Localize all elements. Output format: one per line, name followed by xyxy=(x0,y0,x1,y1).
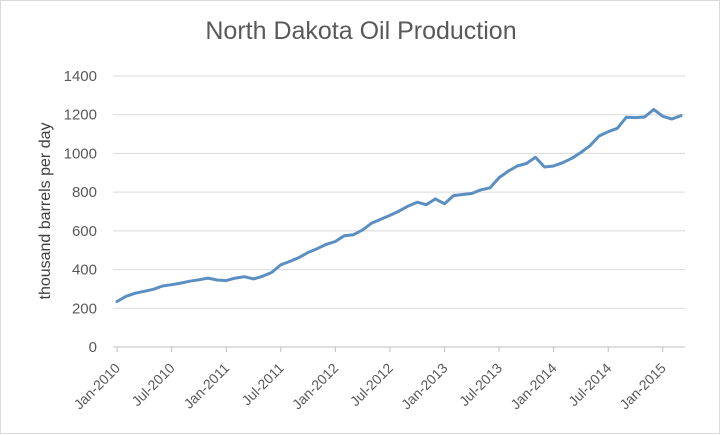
data-point xyxy=(425,203,428,206)
data-point xyxy=(170,283,173,286)
data-point xyxy=(279,263,282,267)
data-point xyxy=(579,151,583,154)
y-tick-label: 800 xyxy=(72,184,97,201)
data-point xyxy=(525,162,528,165)
data-point xyxy=(534,156,537,159)
data-point xyxy=(652,108,655,111)
data-point xyxy=(361,228,364,232)
data-point xyxy=(406,204,410,208)
data-point xyxy=(643,115,646,119)
data-point xyxy=(634,116,637,119)
data-point xyxy=(379,218,383,221)
y-tick-label: 600 xyxy=(72,223,97,240)
y-tick-label: 1200 xyxy=(64,107,97,124)
grid-lines xyxy=(113,75,685,348)
data-point xyxy=(133,291,137,295)
x-tick-label: Jan-2014 xyxy=(507,360,560,413)
x-tick-label: Jul-2012 xyxy=(347,360,396,409)
data-point xyxy=(616,127,619,130)
data-point xyxy=(588,144,592,147)
data-point xyxy=(661,115,665,118)
y-tick-label: 200 xyxy=(72,300,97,317)
chart-title: North Dakota Oil Production xyxy=(205,17,517,45)
data-point xyxy=(270,271,273,274)
data-point xyxy=(397,209,401,213)
data-point xyxy=(470,192,473,195)
data-point xyxy=(388,214,392,217)
y-axis-label: thousand barrels per day xyxy=(37,123,54,300)
data-point xyxy=(343,234,346,237)
data-point xyxy=(352,233,355,236)
data-point xyxy=(607,130,610,133)
data-point xyxy=(124,295,128,298)
y-tick-labels: 0 200 400 600 800 1000 1200 1400 xyxy=(64,68,97,356)
data-point xyxy=(552,164,555,168)
data-point xyxy=(679,114,683,117)
data-point xyxy=(261,275,264,278)
y-tick-label: 400 xyxy=(72,262,97,279)
data-point xyxy=(443,202,446,205)
data-point xyxy=(479,188,483,192)
data-point xyxy=(415,201,419,204)
data-point xyxy=(234,276,237,280)
x-tick-label: Jul-2014 xyxy=(565,360,614,409)
x-tick-label: Jan-2012 xyxy=(289,360,342,413)
data-point xyxy=(179,281,182,285)
data-point xyxy=(306,251,310,254)
x-tick-label: Jan-2015 xyxy=(616,360,669,413)
x-tick-label: Jan-2011 xyxy=(180,360,232,412)
data-point xyxy=(206,276,210,280)
data-point xyxy=(224,279,228,282)
x-tick-label: Jan-2010 xyxy=(71,360,124,413)
series-line xyxy=(115,108,683,303)
data-point xyxy=(670,117,674,121)
data-point xyxy=(497,176,501,179)
data-point xyxy=(197,278,201,282)
y-tick-label: 0 xyxy=(89,339,97,356)
x-tick-label: Jan-2013 xyxy=(398,360,451,413)
data-point xyxy=(370,221,373,225)
data-point xyxy=(543,165,546,169)
data-point xyxy=(252,277,255,281)
x-tick-label: Jul-2010 xyxy=(128,360,177,409)
data-point xyxy=(506,170,510,173)
data-point xyxy=(570,157,574,160)
data-point xyxy=(243,275,246,278)
data-point xyxy=(315,247,319,250)
data-point xyxy=(188,279,191,283)
data-point xyxy=(561,161,564,164)
y-tick-label: 1000 xyxy=(64,145,97,162)
data-point xyxy=(143,290,146,293)
x-tick-labels: Jan-2010 Jul-2010 Jan-2011 Jul-2011 Jan-2012… xyxy=(71,347,669,413)
data-point xyxy=(516,164,519,168)
data-point xyxy=(597,134,601,138)
data-point xyxy=(488,186,492,190)
data-point xyxy=(625,116,628,119)
data-point xyxy=(434,197,437,201)
y-tick-label: 1400 xyxy=(64,68,97,85)
data-point xyxy=(452,194,455,197)
data-point xyxy=(115,300,119,303)
x-tick-label: Jul-2013 xyxy=(456,360,505,409)
data-point xyxy=(297,256,301,259)
data-point xyxy=(152,288,155,291)
x-tick-label: Jul-2011 xyxy=(238,360,287,409)
data-point xyxy=(325,243,328,246)
data-point xyxy=(288,260,292,263)
series-layer xyxy=(115,108,683,303)
data-point xyxy=(161,284,164,288)
data-point xyxy=(334,240,337,243)
data-point xyxy=(461,193,464,196)
data-point xyxy=(215,278,219,282)
